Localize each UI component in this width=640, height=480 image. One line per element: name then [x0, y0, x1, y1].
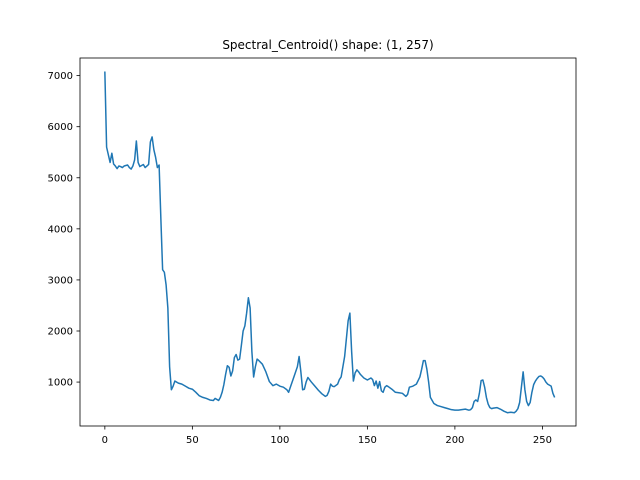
- y-tick-label: 2000: [48, 326, 73, 337]
- plot-area: [104, 71, 556, 414]
- x-axis: 0 50 100 150 200 250: [102, 426, 552, 446]
- y-tick-label: 4000: [48, 224, 73, 235]
- y-tick-label: 6000: [48, 122, 73, 133]
- plot-frame: [79, 57, 577, 427]
- series-line-0: [104, 71, 556, 414]
- x-tick-label: 50: [186, 435, 199, 446]
- y-tick-label: 1000: [48, 378, 73, 389]
- y-tick-label: 7000: [48, 71, 73, 82]
- y-tick-label: 3000: [48, 275, 73, 286]
- y-tick-label: 5000: [48, 173, 73, 184]
- x-tick-label: 250: [533, 435, 552, 446]
- x-tick-label: 200: [445, 435, 464, 446]
- x-tick-label: 0: [102, 435, 108, 446]
- y-axis: 1000 2000 3000 4000 5000 6000 7000: [48, 71, 80, 389]
- x-tick-label: 150: [358, 435, 377, 446]
- x-tick-label: 100: [270, 435, 289, 446]
- chart-title: Spectral_Centroid() shape: (1, 257): [222, 38, 433, 52]
